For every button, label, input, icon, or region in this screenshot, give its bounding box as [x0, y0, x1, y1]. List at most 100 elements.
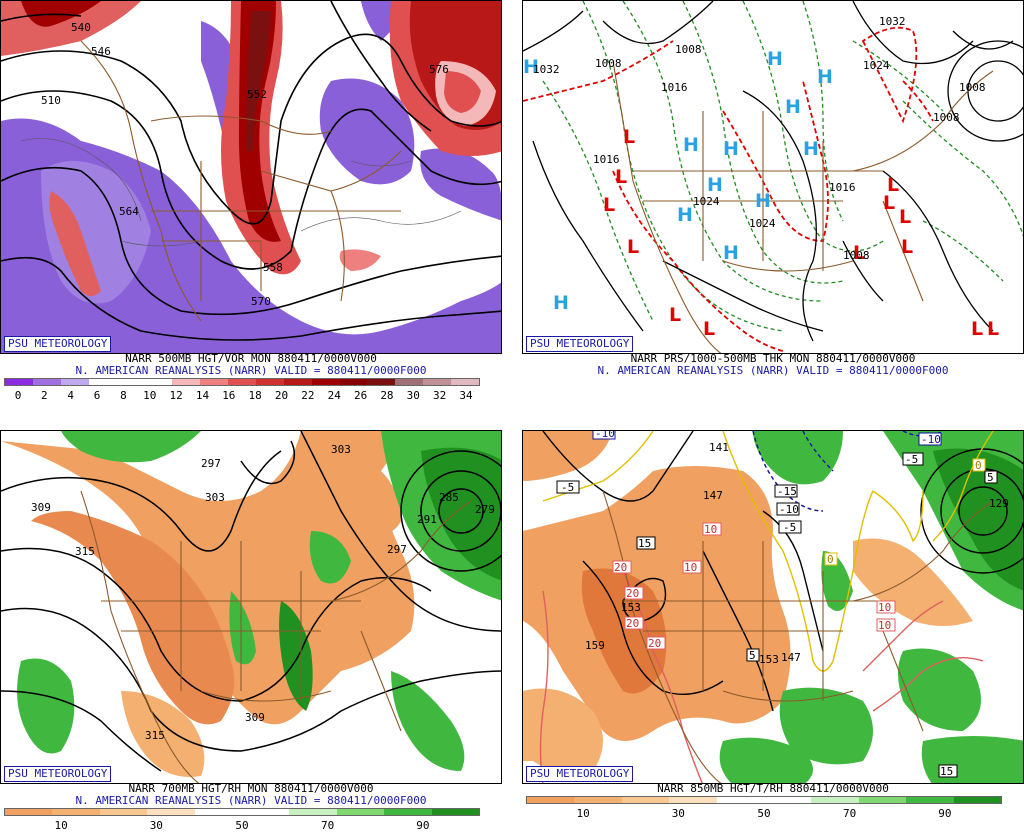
- svg-text:15: 15: [940, 765, 953, 778]
- colorbar-tick-label: 16: [222, 389, 236, 402]
- low-pressure-center: L: [627, 236, 639, 258]
- rh-colorbar: [4, 808, 480, 816]
- isobar-label: 1032: [533, 63, 560, 76]
- high-pressure-center: H: [683, 134, 699, 156]
- svg-text:-5: -5: [783, 521, 796, 534]
- temp-box: -10: [776, 502, 800, 516]
- isobars: [523, 1, 1023, 342]
- contour-label: 285: [439, 491, 459, 504]
- isobar-label: 1008: [959, 81, 986, 94]
- temperature-contours-warm: [539, 570, 984, 783]
- temp-box: -10: [918, 432, 942, 446]
- colorbar-tick-label: 24: [327, 389, 341, 402]
- temp-box: 15: [938, 764, 958, 778]
- temp-box: 5: [746, 648, 760, 662]
- colorbar-swatch: [311, 379, 340, 385]
- colorbar-swatch: [144, 379, 173, 385]
- rh-colorbar: [526, 796, 1002, 804]
- isobar-label: 1032: [879, 15, 906, 28]
- temp-box: 20: [646, 636, 666, 650]
- isobar-label: 1008: [675, 43, 702, 56]
- temp-box: 10: [682, 560, 702, 574]
- colorbar-swatch: [99, 809, 148, 815]
- colorbar-tick-label: 30: [406, 389, 420, 402]
- svg-text:5: 5: [987, 471, 994, 484]
- low-pressure-center: L: [899, 206, 911, 228]
- contour-label: 291: [417, 513, 437, 526]
- colorbar-tick-label: 10: [576, 807, 590, 820]
- panel-caption: NARR 850MB HGT/T/RH 880411/0000V000: [657, 782, 889, 795]
- svg-text:5: 5: [749, 649, 756, 662]
- contour-label: 315: [145, 729, 165, 742]
- colorbar-swatch: [194, 809, 243, 815]
- contour-label: 552: [247, 88, 267, 101]
- svg-text:0: 0: [827, 553, 834, 566]
- political-boundaries: [80, 40, 402, 322]
- temp-box: 20: [624, 586, 644, 600]
- colorbar-tick-label: 14: [195, 389, 210, 402]
- psu-meteorology-label: PSU METEOROLOGY: [526, 766, 634, 782]
- colorbar-swatch: [574, 797, 622, 803]
- colorbar-tick-label: 2: [41, 389, 48, 402]
- contour-label: 297: [387, 543, 407, 556]
- low-pressure-center: L: [883, 192, 895, 214]
- high-pressure-center: H: [803, 138, 819, 160]
- colorbar-tick-label: 6: [93, 389, 101, 402]
- colorbar-swatch: [716, 797, 765, 803]
- colorbar-swatch: [255, 379, 284, 385]
- colorbar-swatch: [147, 809, 195, 815]
- isobar-label: 1008: [933, 111, 960, 124]
- colorbar-tick-label: 90: [416, 819, 430, 832]
- colorbar-swatch: [289, 809, 337, 815]
- contour-label: 303: [331, 443, 351, 456]
- temp-box: -5: [778, 520, 802, 534]
- colorbar-tick-label: 30: [671, 807, 685, 820]
- svg-text:-10: -10: [595, 431, 615, 440]
- panel-caption: NARR 700MB HGT/RH MON 880411/0000V000: [128, 782, 374, 795]
- panel-500mb-vorticity: 540 546 510 564 552 558 570 576 PSU METE…: [0, 0, 502, 409]
- svg-text:20: 20: [648, 637, 661, 650]
- contour-label: 153: [759, 653, 779, 666]
- high-pressure-markers: H H H H H H H H H H H H: [523, 48, 833, 314]
- temp-box: 0: [972, 458, 986, 472]
- negative-vorticity-shading: [1, 1, 501, 353]
- map-700mb-rh[interactable]: 309 303 297 303 315 285 279 291 297 309 …: [0, 430, 502, 784]
- height-contours: [1, 431, 501, 772]
- colorbar-swatch: [336, 809, 385, 815]
- temp-box: 20: [612, 560, 632, 574]
- contour-label: 315: [75, 545, 95, 558]
- high-pressure-center: H: [817, 66, 833, 88]
- colorbar-swatch: [527, 797, 575, 803]
- colorbar-swatch: [367, 379, 396, 385]
- contour-label: 303: [205, 491, 225, 504]
- svg-text:20: 20: [626, 587, 639, 600]
- svg-text:-5: -5: [561, 481, 574, 494]
- temp-box: -15: [774, 484, 798, 498]
- political-boundaries: [602, 490, 994, 783]
- colorbar-tick-label: 10: [143, 389, 157, 402]
- colorbar-swatch: [669, 797, 717, 803]
- contour-label: 147: [703, 489, 723, 502]
- contour-label: 510: [41, 94, 61, 107]
- temp-box: 0: [824, 552, 838, 566]
- map-850mb-temp-rh[interactable]: -10 -5 -15 -10 -5 -10 -5 0 5 15 10 10 20…: [522, 430, 1024, 784]
- colorbar-swatch: [60, 379, 89, 385]
- low-pressure-center: L: [853, 242, 865, 264]
- colorbar-tick-label: 50: [757, 807, 771, 820]
- low-pressure-center: L: [971, 318, 983, 340]
- colorbar-swatch: [88, 379, 117, 385]
- colorbar-tick-label: 90: [938, 807, 952, 820]
- map-mslp-thickness[interactable]: H H H H H H H H H H H H L L L L L L L: [522, 0, 1024, 354]
- colorbar-swatch: [5, 379, 33, 385]
- colorbar-tick-label: 34: [459, 389, 473, 402]
- colorbar-tick-label: 70: [843, 807, 857, 820]
- high-pressure-center: H: [723, 138, 739, 160]
- colorbar-swatch: [811, 797, 859, 803]
- colorbar-swatch: [242, 809, 290, 815]
- panel-valid-caption: N. AMERICAN REANALYSIS (NARR) VALID = 88…: [75, 364, 427, 377]
- isobar-label: 1008: [595, 57, 622, 70]
- contour-label: 129: [989, 497, 1009, 510]
- svg-text:20: 20: [626, 617, 639, 630]
- map-500mb-vorticity[interactable]: 540 546 510 564 552 558 570 576: [0, 0, 502, 354]
- svg-text:0: 0: [975, 459, 982, 472]
